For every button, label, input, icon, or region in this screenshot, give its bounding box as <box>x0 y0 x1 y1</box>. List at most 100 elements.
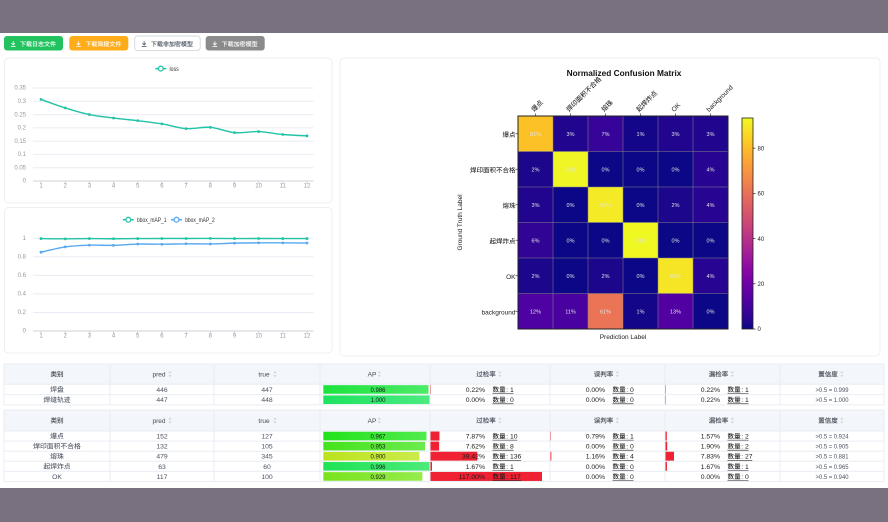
svg-text:105: 105 <box>261 444 273 451</box>
svg-text:0.00%: 0.00% <box>586 397 605 404</box>
svg-text:447: 447 <box>261 387 273 394</box>
svg-text:0.3: 0.3 <box>18 99 27 105</box>
svg-text:89%: 89% <box>670 274 681 280</box>
svg-text:: 4: : 4 <box>626 454 634 461</box>
svg-text:12: 12 <box>304 333 311 339</box>
svg-text:60: 60 <box>758 192 765 198</box>
svg-text:0.25: 0.25 <box>14 112 26 118</box>
svg-text:: 1: : 1 <box>626 433 634 440</box>
svg-text:: 8: : 8 <box>506 444 514 451</box>
svg-text:: 27: : 27 <box>741 454 753 461</box>
svg-text:bbox_mAP_2: bbox_mAP_2 <box>185 217 215 224</box>
svg-text:0%: 0% <box>567 203 575 209</box>
svg-text:0.967: 0.967 <box>371 433 386 440</box>
svg-text:4: 4 <box>112 184 116 190</box>
svg-text:>0.5 = 1.000: >0.5 = 1.000 <box>816 397 849 404</box>
svg-text:: 0: : 0 <box>626 474 634 481</box>
svg-text:0.00%: 0.00% <box>586 464 605 471</box>
svg-text:7.83%: 7.83% <box>701 454 720 461</box>
svg-text:2%: 2% <box>532 168 540 174</box>
svg-text:63: 63 <box>158 464 166 471</box>
svg-text:Ground Truth Label: Ground Truth Label <box>457 194 464 251</box>
svg-text:OK: OK <box>52 474 62 481</box>
svg-text:9: 9 <box>233 184 237 190</box>
svg-text:61%: 61% <box>600 310 611 316</box>
svg-text:: 10: : 10 <box>506 433 518 440</box>
svg-text:80: 80 <box>758 146 765 152</box>
svg-text:>0.5 = 0.881: >0.5 = 0.881 <box>816 454 849 461</box>
svg-text:6%: 6% <box>532 239 540 245</box>
svg-text:0.22%: 0.22% <box>701 397 720 404</box>
svg-text:152: 152 <box>156 433 168 440</box>
svg-text:: 2: : 2 <box>741 444 749 451</box>
svg-text:1%: 1% <box>637 132 645 138</box>
svg-text:0: 0 <box>23 179 27 185</box>
svg-text:pred: pred <box>152 418 165 425</box>
svg-text:60: 60 <box>263 464 271 471</box>
svg-text:background: background <box>482 309 516 316</box>
svg-text:0: 0 <box>758 327 762 333</box>
svg-text:0%: 0% <box>707 239 715 245</box>
svg-text:0.00%: 0.00% <box>466 397 485 404</box>
svg-text:4%: 4% <box>707 274 715 280</box>
svg-text:true: true <box>258 418 270 425</box>
svg-text:0%: 0% <box>672 239 680 245</box>
svg-text:: 117: : 117 <box>506 474 521 481</box>
svg-text:3: 3 <box>88 184 92 190</box>
svg-text:12: 12 <box>304 184 311 190</box>
svg-text:7.62%: 7.62% <box>466 444 485 451</box>
svg-text:: 2: : 2 <box>741 433 749 440</box>
svg-text:0.986: 0.986 <box>371 387 386 394</box>
svg-text:4%: 4% <box>707 203 715 209</box>
svg-text:345: 345 <box>261 454 273 461</box>
svg-text:1.67%: 1.67% <box>701 464 720 471</box>
svg-text:0.2: 0.2 <box>18 310 27 316</box>
svg-text:0%: 0% <box>637 203 645 209</box>
svg-text:0.1: 0.1 <box>18 152 27 158</box>
svg-text:0.00%: 0.00% <box>701 474 720 481</box>
svg-text:AP: AP <box>368 371 377 378</box>
svg-text:0.35: 0.35 <box>14 86 26 92</box>
svg-text:446: 446 <box>156 387 168 394</box>
svg-text:13%: 13% <box>670 310 681 316</box>
svg-text:>0.5 = 0.924: >0.5 = 0.924 <box>816 433 849 440</box>
svg-text:0%: 0% <box>637 274 645 280</box>
svg-text:448: 448 <box>261 397 273 404</box>
svg-text:9: 9 <box>233 333 237 339</box>
svg-text:0%: 0% <box>567 239 575 245</box>
svg-text:0.79%: 0.79% <box>586 433 605 440</box>
svg-text:: 136: : 136 <box>506 454 521 461</box>
svg-text:Normalized Confusion Matrix: Normalized Confusion Matrix <box>567 68 682 78</box>
svg-text:0.22%: 0.22% <box>466 387 485 394</box>
svg-text:>0.5 = 0.965: >0.5 = 0.965 <box>816 464 849 471</box>
svg-text:0%: 0% <box>602 168 610 174</box>
svg-text:Prediction Label: Prediction Label <box>600 334 647 341</box>
svg-text:12%: 12% <box>530 310 541 316</box>
svg-text:2: 2 <box>64 333 68 339</box>
svg-text:11%: 11% <box>565 310 576 316</box>
svg-text:0.05: 0.05 <box>14 165 26 171</box>
svg-text:1: 1 <box>23 236 27 242</box>
svg-text:127: 127 <box>261 433 273 440</box>
svg-text:447: 447 <box>156 397 168 404</box>
svg-text:3: 3 <box>88 333 92 339</box>
svg-text:4: 4 <box>112 333 116 339</box>
svg-text:loss: loss <box>170 66 180 73</box>
svg-text:10: 10 <box>255 333 262 339</box>
svg-text:2%: 2% <box>672 203 680 209</box>
svg-text:>0.5 = 0.940: >0.5 = 0.940 <box>816 474 849 481</box>
svg-text:5: 5 <box>136 184 140 190</box>
svg-text:: 0: : 0 <box>626 397 634 404</box>
svg-text:: 0: : 0 <box>506 397 514 404</box>
svg-text:3%: 3% <box>707 132 715 138</box>
svg-text:11: 11 <box>280 333 287 339</box>
svg-text:0%: 0% <box>707 310 715 316</box>
svg-text:0.6: 0.6 <box>18 273 27 279</box>
svg-text:81%: 81% <box>530 132 541 138</box>
svg-text:pred: pred <box>152 371 165 378</box>
svg-text:: 1: : 1 <box>506 464 514 471</box>
svg-text:479: 479 <box>156 454 168 461</box>
svg-text:39.42%: 39.42% <box>462 454 485 461</box>
svg-text:7%: 7% <box>602 132 610 138</box>
svg-text:2%: 2% <box>602 274 610 280</box>
